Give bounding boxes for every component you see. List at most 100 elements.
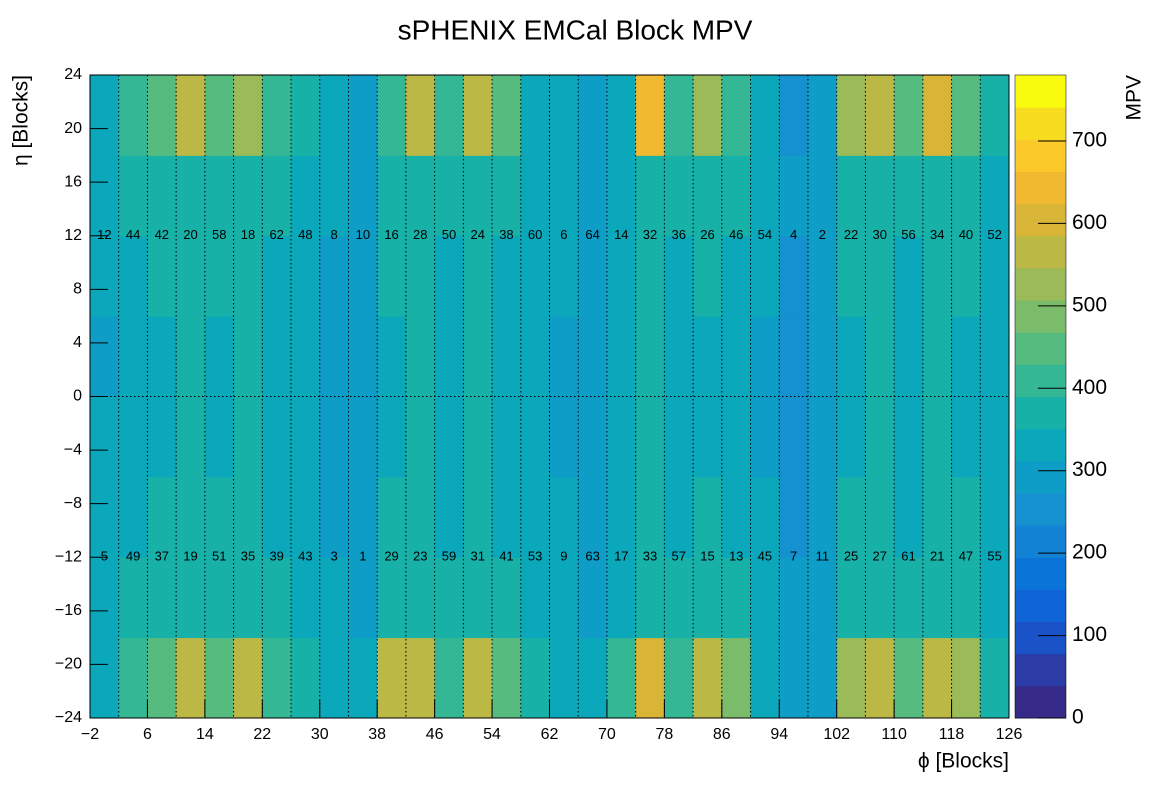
- heat-cell: [90, 557, 120, 639]
- heat-cell: [262, 637, 292, 719]
- colorbar-band: [1015, 428, 1066, 462]
- heat-cell: [721, 476, 752, 558]
- heat-cell: [693, 637, 723, 719]
- heat-cell: [204, 557, 235, 639]
- heat-cell: [118, 396, 148, 478]
- heat-cell: [377, 316, 407, 397]
- z-tick-label: 100: [1072, 623, 1107, 646]
- x-tick-label: 6: [143, 726, 152, 743]
- heat-cell: [693, 476, 723, 558]
- heat-cell: [635, 235, 665, 317]
- heat-cell: [635, 155, 665, 237]
- heat-cell: [434, 75, 464, 156]
- colorbar-band: [1015, 589, 1066, 623]
- sector-label: 37: [155, 549, 169, 564]
- heat-cell: [549, 396, 579, 478]
- heat-cell: [434, 396, 464, 478]
- heat-cell: [262, 75, 292, 156]
- heat-cell: [176, 235, 206, 317]
- heat-cell: [291, 155, 321, 237]
- heat-cell: [204, 476, 235, 558]
- heat-cell: [779, 637, 809, 719]
- z-tick-label: 600: [1072, 211, 1107, 234]
- heat-cell: [865, 235, 895, 317]
- heat-cell: [90, 637, 120, 719]
- heat-cell: [606, 155, 637, 237]
- heat-cell: [549, 235, 579, 317]
- heat-cell: [520, 396, 550, 478]
- heat-cell: [463, 396, 493, 478]
- heat-cell: [90, 476, 120, 558]
- colorbar-band: [1015, 460, 1066, 494]
- heat-cell: [922, 316, 953, 397]
- heat-cell: [779, 476, 809, 558]
- z-tick-label: 200: [1072, 541, 1107, 564]
- heat-cell: [291, 637, 321, 719]
- heat-cell: [549, 476, 579, 558]
- heat-cell: [750, 476, 780, 558]
- heat-cell: [319, 476, 349, 558]
- sector-label: 22: [844, 227, 858, 242]
- heat-cell: [233, 476, 263, 558]
- heat-cell: [951, 75, 981, 156]
- heat-cell: [118, 557, 148, 639]
- heat-cell: [405, 75, 436, 156]
- sector-label: 44: [126, 227, 140, 242]
- heat-cell: [492, 557, 522, 639]
- heat-cell: [779, 396, 809, 478]
- heat-cell: [463, 557, 493, 639]
- heat-cell: [951, 155, 981, 237]
- heat-cell: [606, 476, 637, 558]
- heat-cell: [664, 316, 694, 397]
- heat-cell: [262, 155, 292, 237]
- x-tick-label: 78: [655, 726, 673, 743]
- heat-cell: [319, 557, 349, 639]
- heat-cell: [319, 316, 349, 397]
- heat-cell: [463, 155, 493, 237]
- heat-cell: [750, 235, 780, 317]
- sector-label: 60: [528, 227, 542, 242]
- heat-cell: [951, 235, 981, 317]
- heat-cell: [233, 155, 263, 237]
- heat-cell: [664, 235, 694, 317]
- heat-cell: [922, 637, 953, 719]
- heat-cell: [750, 316, 780, 397]
- heat-cell: [549, 557, 579, 639]
- heat-cell: [348, 235, 378, 317]
- heat-cell: [118, 235, 148, 317]
- colorbar-band: [1015, 235, 1066, 269]
- colorbar-band: [1015, 107, 1066, 140]
- z-tick-label: 300: [1072, 458, 1107, 481]
- heat-cell: [750, 155, 780, 237]
- heat-cell: [721, 75, 752, 156]
- heat-cell: [578, 396, 608, 478]
- z-tick-label: 0: [1072, 706, 1084, 729]
- heat-cell: [980, 316, 1010, 397]
- sector-label: 5: [101, 549, 108, 564]
- heat-cell: [922, 235, 953, 317]
- x-tick-label: 46: [426, 726, 444, 743]
- sector-label: 51: [212, 549, 226, 564]
- heat-cell: [434, 235, 464, 317]
- heat-cell: [434, 316, 464, 397]
- sector-label: 21: [930, 549, 944, 564]
- heat-cell: [549, 316, 579, 397]
- heat-cell: [377, 75, 407, 156]
- x-tick-label: 118: [939, 726, 965, 743]
- y-tick-label: −20: [55, 656, 82, 673]
- heat-cell: [147, 557, 177, 639]
- heat-cell: [463, 75, 493, 156]
- sector-label: 4: [790, 227, 797, 242]
- heat-cell: [807, 75, 838, 156]
- colorbar-band: [1015, 171, 1066, 205]
- sector-label: 28: [413, 227, 427, 242]
- heat-cell: [377, 476, 407, 558]
- heat-cell: [377, 557, 407, 639]
- heat-cell: [606, 75, 637, 156]
- heat-cell: [779, 75, 809, 156]
- colorbar-band: [1015, 685, 1066, 719]
- sector-label: 59: [442, 549, 456, 564]
- heat-cell: [750, 557, 780, 639]
- x-tick-label: 102: [823, 726, 850, 743]
